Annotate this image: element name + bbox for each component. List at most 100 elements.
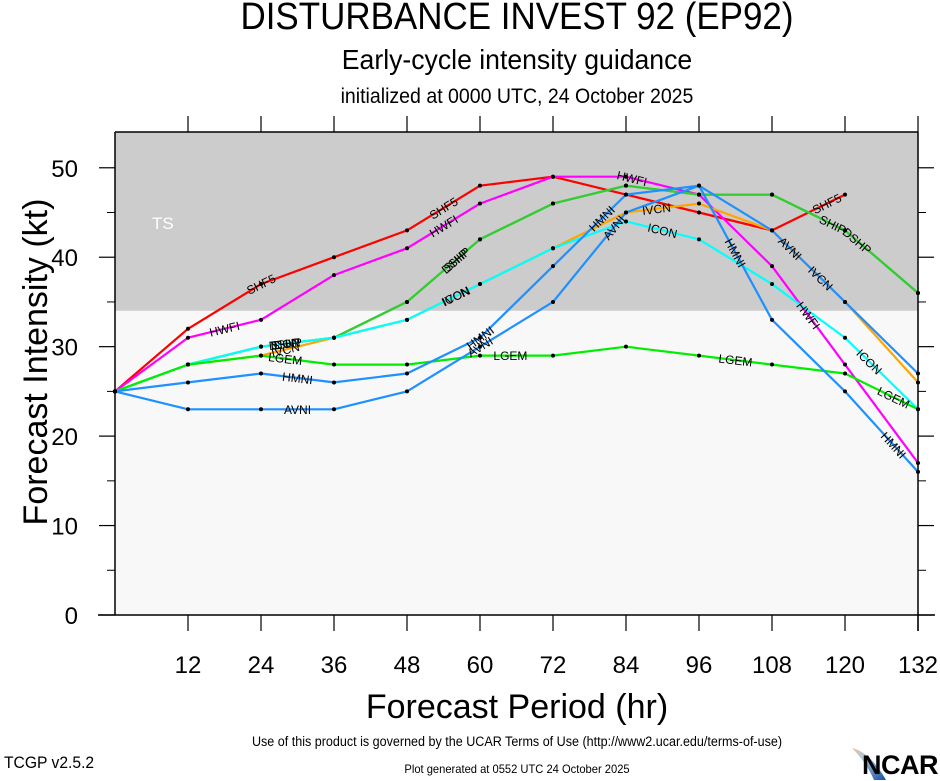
x-tick-label: 108	[752, 652, 792, 679]
axes: 12 24 36 48 60 72 84 96 108 120 132 0 10 20 30 40 50	[51, 116, 938, 679]
data-point-ivcn	[697, 201, 701, 206]
y-tick-label: 20	[51, 424, 78, 451]
data-point-ship	[478, 237, 482, 242]
data-point-avni	[843, 299, 847, 304]
data-point-hwfi	[770, 264, 774, 269]
x-tick-label: 48	[394, 652, 421, 679]
data-point-lgem	[332, 362, 336, 367]
data-point-hwfi	[551, 174, 555, 179]
x-tick-label: 96	[686, 652, 713, 679]
y-tick-label: 50	[51, 156, 78, 183]
data-point-avni	[770, 228, 774, 233]
series-line-hmni	[114, 184, 919, 473]
terms-of-use-notice: Use of this product is governed by the U…	[251, 734, 783, 749]
data-point-icon	[624, 219, 628, 224]
data-point-avni	[697, 183, 701, 188]
data-point-hwfi	[186, 335, 190, 340]
data-point-lgem	[697, 353, 701, 358]
data-point-lgem	[551, 353, 555, 358]
data-point-shf5	[405, 228, 409, 233]
x-tick-label: 84	[613, 652, 640, 679]
data-point-lgem	[405, 362, 409, 367]
data-point-icon	[551, 246, 555, 251]
data-point-hmni	[478, 335, 482, 340]
data-point-lgem	[478, 353, 482, 358]
ncar-logo-text: NCAR	[862, 750, 939, 780]
x-tick-label: 12	[175, 652, 202, 679]
data-point-hmni	[186, 380, 190, 385]
data-point-shf5	[259, 282, 263, 287]
data-point-avni	[186, 407, 190, 412]
data-point-icon	[478, 282, 482, 287]
data-point-shf5	[843, 192, 847, 197]
data-point-icon	[843, 335, 847, 340]
series-label-icon: ICON	[646, 221, 678, 242]
version-label: TCGP v2.5.2	[4, 753, 95, 772]
data-point-hwfi	[405, 246, 409, 251]
series-label-lgem: LGEM	[493, 349, 527, 363]
data-point-hmni	[843, 389, 847, 394]
chart-title: DISTURBANCE INVEST 92 (EP92)	[240, 0, 794, 38]
data-point-hmni	[332, 380, 336, 385]
data-point-shf5	[478, 183, 482, 188]
series-line-avni	[114, 184, 919, 411]
band-below-ts	[115, 310, 918, 615]
series-label-ivcn: IVCN	[641, 201, 671, 218]
x-tick-label: 132	[898, 652, 938, 679]
data-point-hmni	[624, 192, 628, 197]
series-label-dshp: DSHP	[268, 335, 303, 353]
data-point-ship	[697, 192, 701, 197]
series-label-lgem: LGEM	[268, 350, 303, 368]
data-point-avni	[624, 210, 628, 215]
data-point-hmni	[259, 371, 263, 376]
series-line-hwfi	[114, 175, 919, 464]
data-point-lgem	[624, 344, 628, 349]
data-point-avni	[551, 299, 555, 304]
band-label-ts: TS	[152, 214, 174, 233]
data-point-ship	[843, 228, 847, 233]
data-point-shf5	[186, 326, 190, 331]
data-point-lgem	[770, 362, 774, 367]
data-point-ship	[551, 201, 555, 206]
y-tick-label: 10	[51, 514, 78, 541]
data-point-icon	[770, 282, 774, 287]
data-point-hwfi	[478, 201, 482, 206]
plot-generated-time: Plot generated at 0552 UTC 24 October 20…	[404, 762, 630, 776]
data-point-avni	[405, 389, 409, 394]
series-label-lgem: LGEM	[718, 352, 753, 370]
y-tick-label: 0	[65, 603, 78, 630]
x-tick-label: 24	[248, 652, 275, 679]
data-point-shf5	[697, 210, 701, 215]
y-tick-label: 40	[51, 245, 78, 272]
x-axis-title: Forecast Period (hr)	[366, 688, 668, 726]
data-point-lgem	[186, 362, 190, 367]
series-lines	[114, 175, 919, 473]
series-line-lgem	[114, 345, 919, 411]
data-point-icon	[259, 344, 263, 349]
data-point-hwfi	[332, 273, 336, 278]
y-tick-label: 30	[51, 335, 78, 362]
data-point-ship	[770, 192, 774, 197]
series-label-hmni: HMNI	[281, 370, 313, 388]
data-point-hwfi	[259, 317, 263, 322]
data-point-lgem	[843, 371, 847, 376]
data-point-ship	[624, 183, 628, 188]
intensity-bands: TS	[115, 132, 918, 615]
ncar-logo: NCAR	[848, 744, 940, 780]
series-label-ship: SHIP	[271, 336, 301, 353]
data-point-avni	[259, 407, 263, 412]
data-point-shf5	[332, 255, 336, 260]
data-point-hmni	[770, 317, 774, 322]
data-point-hwfi	[843, 362, 847, 367]
y-axis-title: Forecast Intensity (kt)	[17, 199, 55, 526]
x-tick-label: 120	[825, 652, 865, 679]
series-label-avni: AVNI	[284, 403, 311, 417]
ncar-swoosh-icon	[852, 748, 886, 780]
x-tick-label: 60	[467, 652, 494, 679]
data-point-lgem	[259, 353, 263, 358]
data-point-hwfi	[624, 174, 628, 179]
data-point-icon	[405, 317, 409, 322]
series-line-icon	[114, 220, 919, 411]
data-point-hmni	[405, 371, 409, 376]
